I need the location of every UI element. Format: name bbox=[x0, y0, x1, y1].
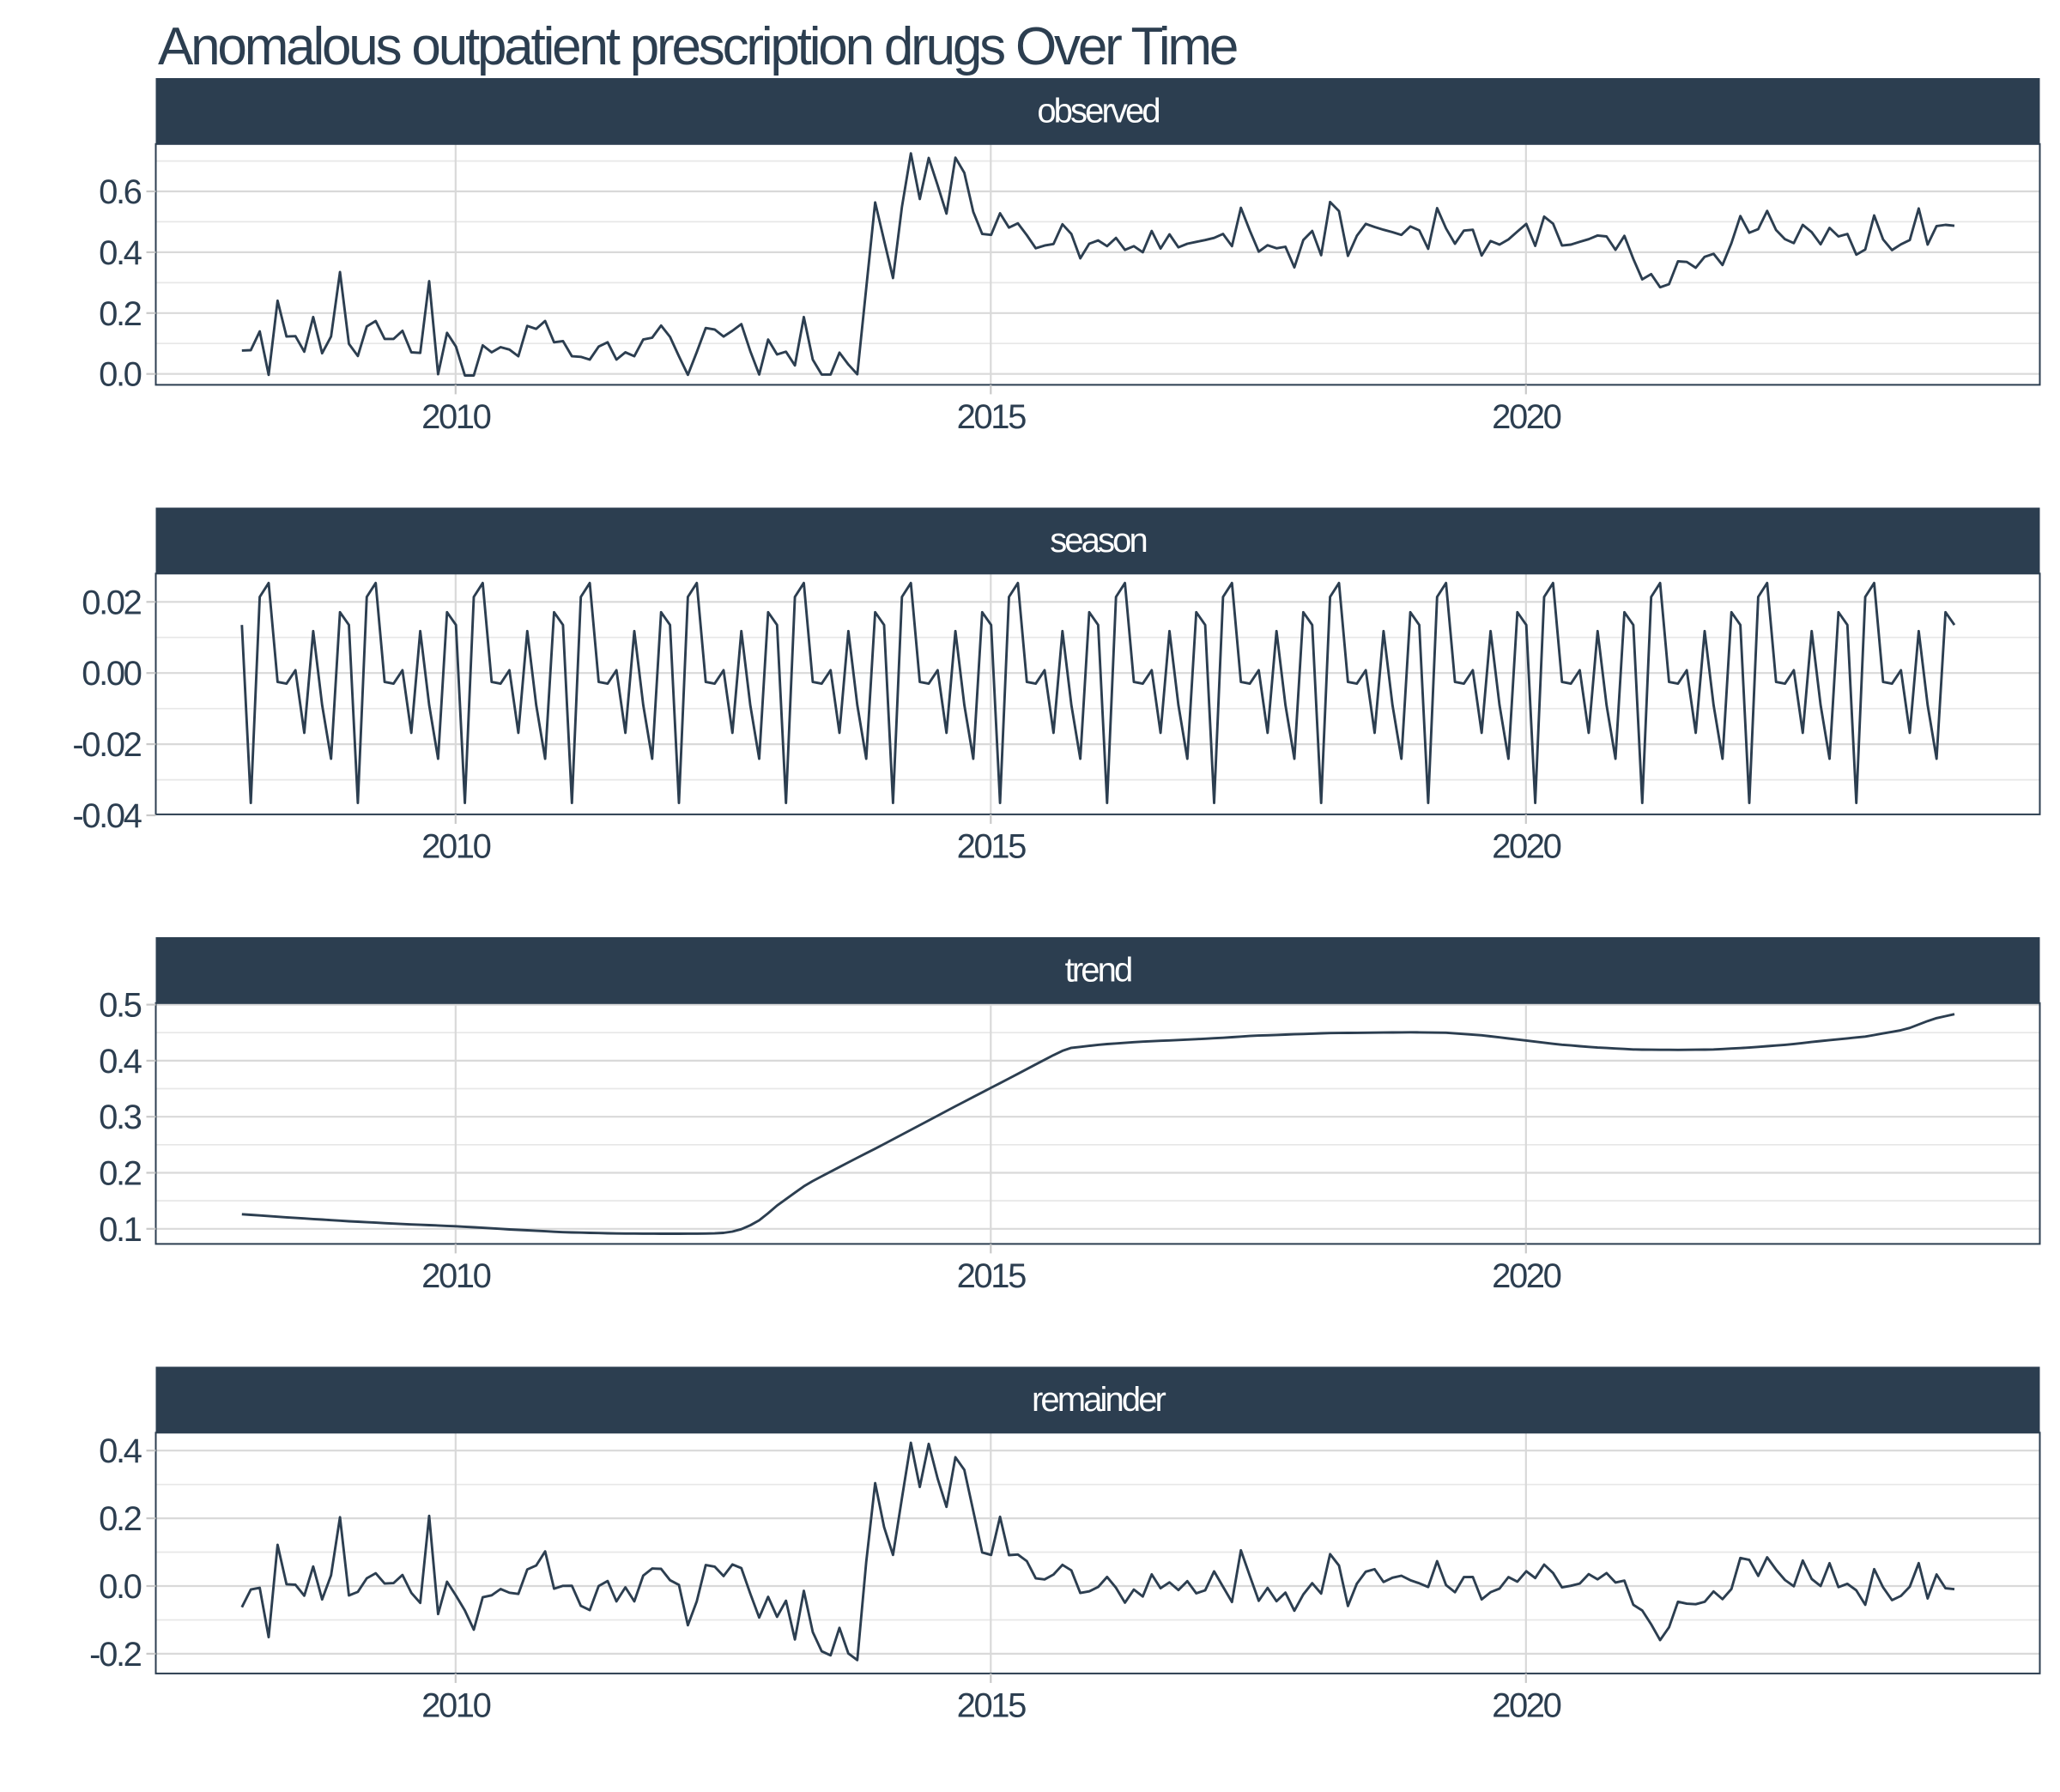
svg-text:2015: 2015 bbox=[957, 1686, 1027, 1724]
svg-text:-0.02: -0.02 bbox=[72, 726, 141, 764]
svg-text:0.4: 0.4 bbox=[99, 234, 142, 272]
svg-text:0.5: 0.5 bbox=[99, 987, 142, 1025]
svg-text:observed: observed bbox=[1037, 93, 1159, 130]
svg-text:0.3: 0.3 bbox=[99, 1099, 142, 1136]
svg-text:remainder: remainder bbox=[1032, 1381, 1166, 1419]
svg-text:2020: 2020 bbox=[1492, 827, 1561, 865]
svg-text:0.0: 0.0 bbox=[99, 356, 142, 394]
svg-text:2015: 2015 bbox=[957, 398, 1027, 436]
svg-text:2010: 2010 bbox=[421, 398, 491, 436]
svg-text:2015: 2015 bbox=[957, 1257, 1027, 1295]
svg-text:0.1: 0.1 bbox=[99, 1211, 142, 1249]
svg-text:0.00: 0.00 bbox=[82, 655, 141, 693]
svg-text:0.0: 0.0 bbox=[99, 1568, 142, 1606]
svg-text:2020: 2020 bbox=[1492, 1686, 1561, 1724]
svg-text:0.4: 0.4 bbox=[99, 1043, 142, 1081]
svg-text:2010: 2010 bbox=[421, 1686, 491, 1724]
svg-text:0.02: 0.02 bbox=[82, 584, 141, 621]
svg-text:0.2: 0.2 bbox=[99, 295, 142, 333]
svg-text:-0.2: -0.2 bbox=[89, 1636, 141, 1674]
svg-text:0.2: 0.2 bbox=[99, 1500, 142, 1538]
svg-text:-0.04: -0.04 bbox=[72, 797, 142, 835]
svg-text:2020: 2020 bbox=[1492, 1257, 1561, 1295]
svg-text:2010: 2010 bbox=[421, 827, 491, 865]
svg-text:0.4: 0.4 bbox=[99, 1432, 142, 1470]
svg-text:2010: 2010 bbox=[421, 1257, 491, 1295]
svg-text:2020: 2020 bbox=[1492, 398, 1561, 436]
svg-text:Anomalous outpatient prescript: Anomalous outpatient prescription drugs … bbox=[158, 17, 1237, 76]
svg-text:2015: 2015 bbox=[957, 827, 1027, 865]
svg-text:season: season bbox=[1050, 522, 1146, 560]
svg-text:trend: trend bbox=[1065, 952, 1131, 990]
svg-text:0.6: 0.6 bbox=[99, 173, 142, 211]
svg-text:0.2: 0.2 bbox=[99, 1155, 142, 1193]
